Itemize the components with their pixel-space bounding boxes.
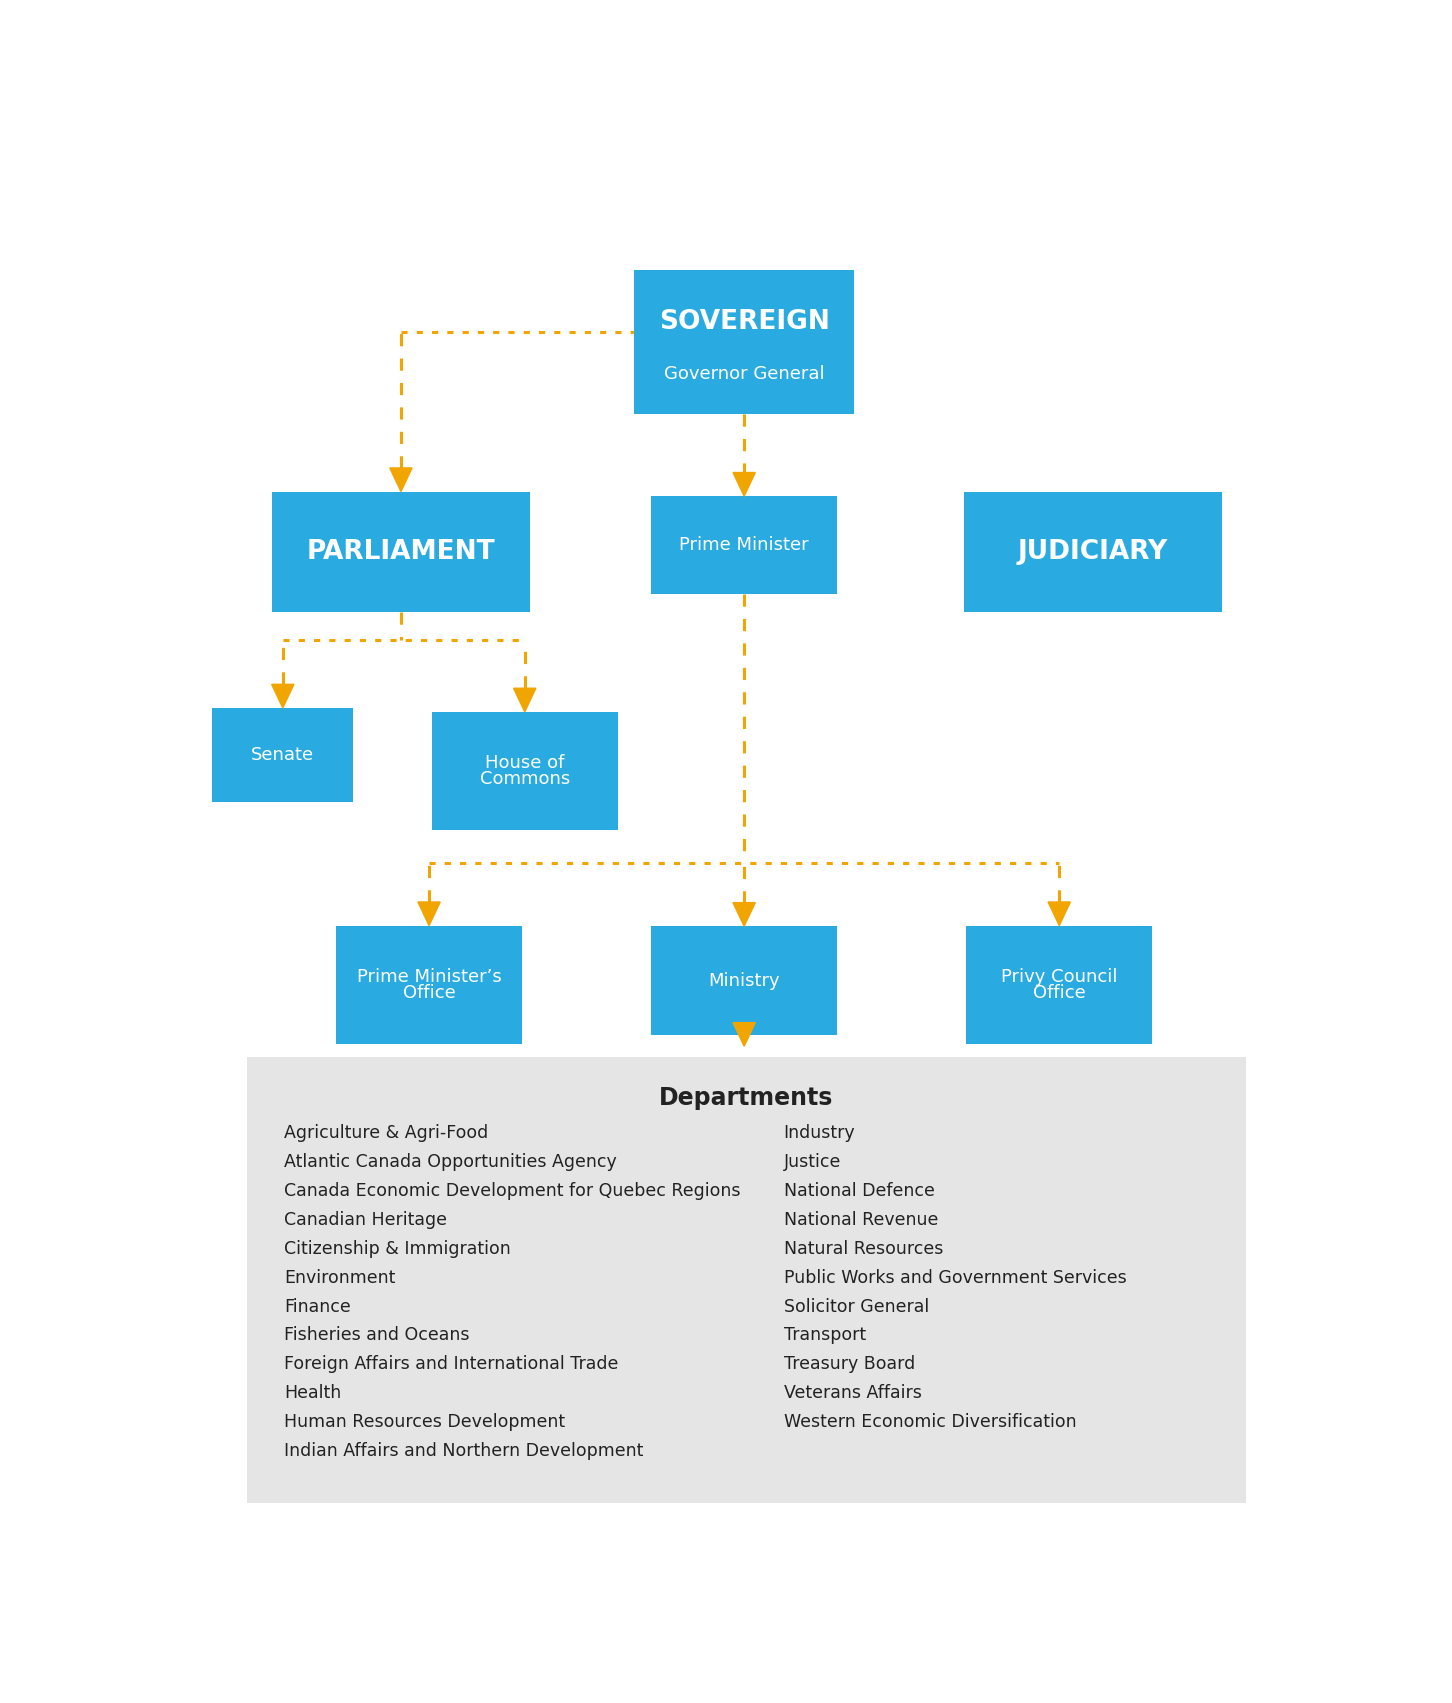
Text: Public Works and Government Services: Public Works and Government Services xyxy=(784,1269,1127,1286)
FancyBboxPatch shape xyxy=(967,925,1151,1044)
FancyBboxPatch shape xyxy=(272,492,530,611)
Text: Senate: Senate xyxy=(251,746,314,765)
Text: Prime Minister’s
Office: Prime Minister’s Office xyxy=(357,967,501,1001)
FancyBboxPatch shape xyxy=(212,708,353,802)
Text: Health: Health xyxy=(285,1385,341,1402)
Text: Prime Minister: Prime Minister xyxy=(680,536,809,553)
Polygon shape xyxy=(733,903,755,926)
FancyBboxPatch shape xyxy=(652,926,836,1035)
Text: Atlantic Canada Opportunities Agency: Atlantic Canada Opportunities Agency xyxy=(285,1153,617,1170)
Text: Environment: Environment xyxy=(285,1269,395,1286)
Text: Finance: Finance xyxy=(285,1298,350,1315)
Polygon shape xyxy=(733,1022,755,1046)
Text: JUDICIARY: JUDICIARY xyxy=(1018,538,1167,565)
Text: Western Economic Diversification: Western Economic Diversification xyxy=(784,1413,1076,1431)
Text: National Revenue: National Revenue xyxy=(784,1211,938,1228)
Polygon shape xyxy=(272,685,293,708)
Text: Privy Council
Office: Privy Council Office xyxy=(1000,967,1118,1001)
Text: National Defence: National Defence xyxy=(784,1182,935,1199)
Polygon shape xyxy=(389,468,412,492)
Text: Departments: Departments xyxy=(659,1085,833,1110)
Polygon shape xyxy=(733,472,755,496)
Text: Treasury Board: Treasury Board xyxy=(784,1356,915,1373)
FancyBboxPatch shape xyxy=(247,1056,1246,1502)
Text: Citizenship & Immigration: Citizenship & Immigration xyxy=(285,1240,511,1257)
FancyBboxPatch shape xyxy=(652,496,836,594)
Text: Natural Resources: Natural Resources xyxy=(784,1240,942,1257)
Text: Fisheries and Oceans: Fisheries and Oceans xyxy=(285,1327,469,1344)
Text: Justice: Justice xyxy=(784,1153,841,1170)
Text: SOVEREIGN: SOVEREIGN xyxy=(659,308,829,335)
Text: Transport: Transport xyxy=(784,1327,865,1344)
Text: Canada Economic Development for Quebec Regions: Canada Economic Development for Quebec R… xyxy=(285,1182,741,1199)
FancyBboxPatch shape xyxy=(431,712,617,829)
Polygon shape xyxy=(1048,903,1070,926)
Polygon shape xyxy=(514,688,536,712)
Text: Agriculture & Agri-Food: Agriculture & Agri-Food xyxy=(285,1124,488,1141)
Text: PARLIAMENT: PARLIAMENT xyxy=(306,538,495,565)
Text: Canadian Heritage: Canadian Heritage xyxy=(285,1211,447,1228)
Text: Governor General: Governor General xyxy=(664,364,825,383)
FancyBboxPatch shape xyxy=(337,925,521,1044)
Text: Indian Affairs and Northern Development: Indian Affairs and Northern Development xyxy=(285,1442,643,1459)
Polygon shape xyxy=(418,903,440,926)
Text: Industry: Industry xyxy=(784,1124,855,1141)
Text: Ministry: Ministry xyxy=(709,972,780,989)
Text: Veterans Affairs: Veterans Affairs xyxy=(784,1385,922,1402)
Text: House of
Commons: House of Commons xyxy=(479,754,569,788)
FancyBboxPatch shape xyxy=(635,271,854,414)
Text: Foreign Affairs and International Trade: Foreign Affairs and International Trade xyxy=(285,1356,619,1373)
Text: Human Resources Development: Human Resources Development xyxy=(285,1413,565,1431)
Text: Solicitor General: Solicitor General xyxy=(784,1298,929,1315)
FancyBboxPatch shape xyxy=(964,492,1223,611)
